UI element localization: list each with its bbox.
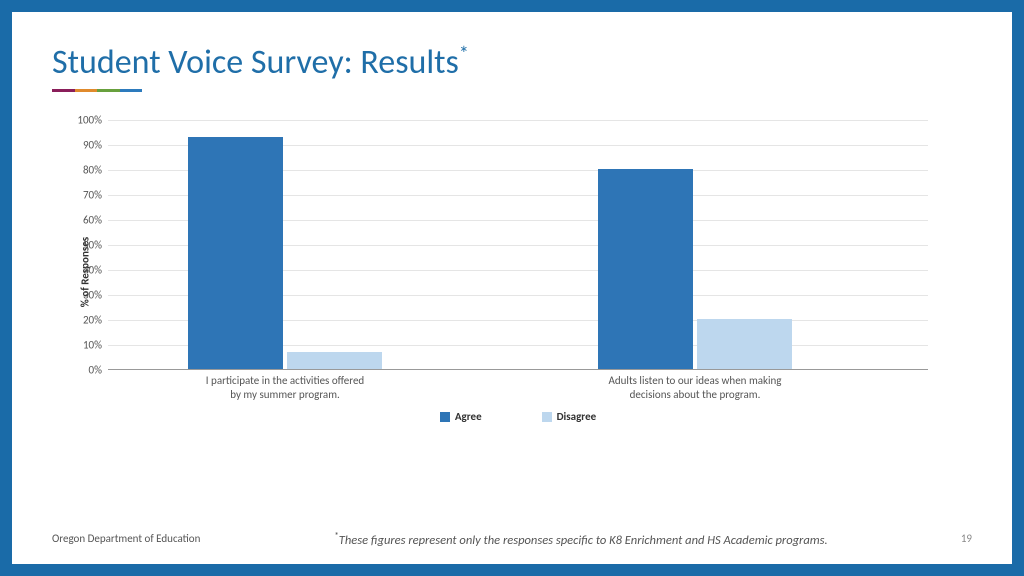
slide-frame: Student Voice Survey: Results* % of Resp… <box>0 0 1024 576</box>
y-tick-label: 20% <box>83 314 102 327</box>
title-asterisk: * <box>459 43 469 67</box>
bar <box>287 352 382 370</box>
underline-segment <box>97 89 120 92</box>
footnote-text: These figures represent only the respons… <box>339 533 828 548</box>
footer-note: *These figures represent only the respon… <box>200 529 960 548</box>
bar-group <box>598 169 792 369</box>
legend-swatch <box>440 412 450 422</box>
category-label: I participate in the activities offeredb… <box>165 374 405 403</box>
bar <box>598 169 693 369</box>
page-title: Student Voice Survey: Results* <box>52 42 972 83</box>
chart-legend: Agree Disagree <box>108 410 928 425</box>
y-tick-label: 70% <box>83 189 102 202</box>
bar-group <box>188 137 382 370</box>
bar <box>188 137 283 370</box>
legend-swatch <box>542 412 552 422</box>
category-label: Adults listen to our ideas when makingde… <box>575 374 815 403</box>
legend-label: Agree <box>455 410 482 423</box>
slide-content: Student Voice Survey: Results* % of Resp… <box>12 12 1012 564</box>
underline-segment <box>75 89 98 92</box>
y-tick-label: 30% <box>83 289 102 302</box>
y-tick-label: 0% <box>89 364 102 377</box>
slide-footer: Oregon Department of Education *These fi… <box>52 529 972 548</box>
y-tick-label: 40% <box>83 264 102 277</box>
footer-org: Oregon Department of Education <box>52 532 200 545</box>
underline-segment <box>120 89 143 92</box>
underline-segment <box>52 89 75 92</box>
legend-label: Disagree <box>557 410 597 423</box>
y-tick-label: 100% <box>77 114 102 127</box>
y-tick-label: 90% <box>83 139 102 152</box>
y-tick-label: 60% <box>83 214 102 227</box>
title-underline <box>52 89 142 92</box>
legend-item: Disagree <box>542 410 597 423</box>
survey-chart: % of Responses 0%10%20%30%40%50%60%70%80… <box>68 120 928 425</box>
legend-item: Agree <box>440 410 482 423</box>
bar <box>697 319 792 369</box>
page-number: 19 <box>961 532 972 545</box>
y-tick-label: 10% <box>83 339 102 352</box>
title-text: Student Voice Survey: Results <box>52 42 459 83</box>
category-labels: I participate in the activities offeredb… <box>108 370 928 408</box>
gridline <box>108 120 928 121</box>
chart-plot-area: 0%10%20%30%40%50%60%70%80%90%100% <box>108 120 928 370</box>
y-tick-label: 80% <box>83 164 102 177</box>
y-tick-label: 50% <box>83 239 102 252</box>
